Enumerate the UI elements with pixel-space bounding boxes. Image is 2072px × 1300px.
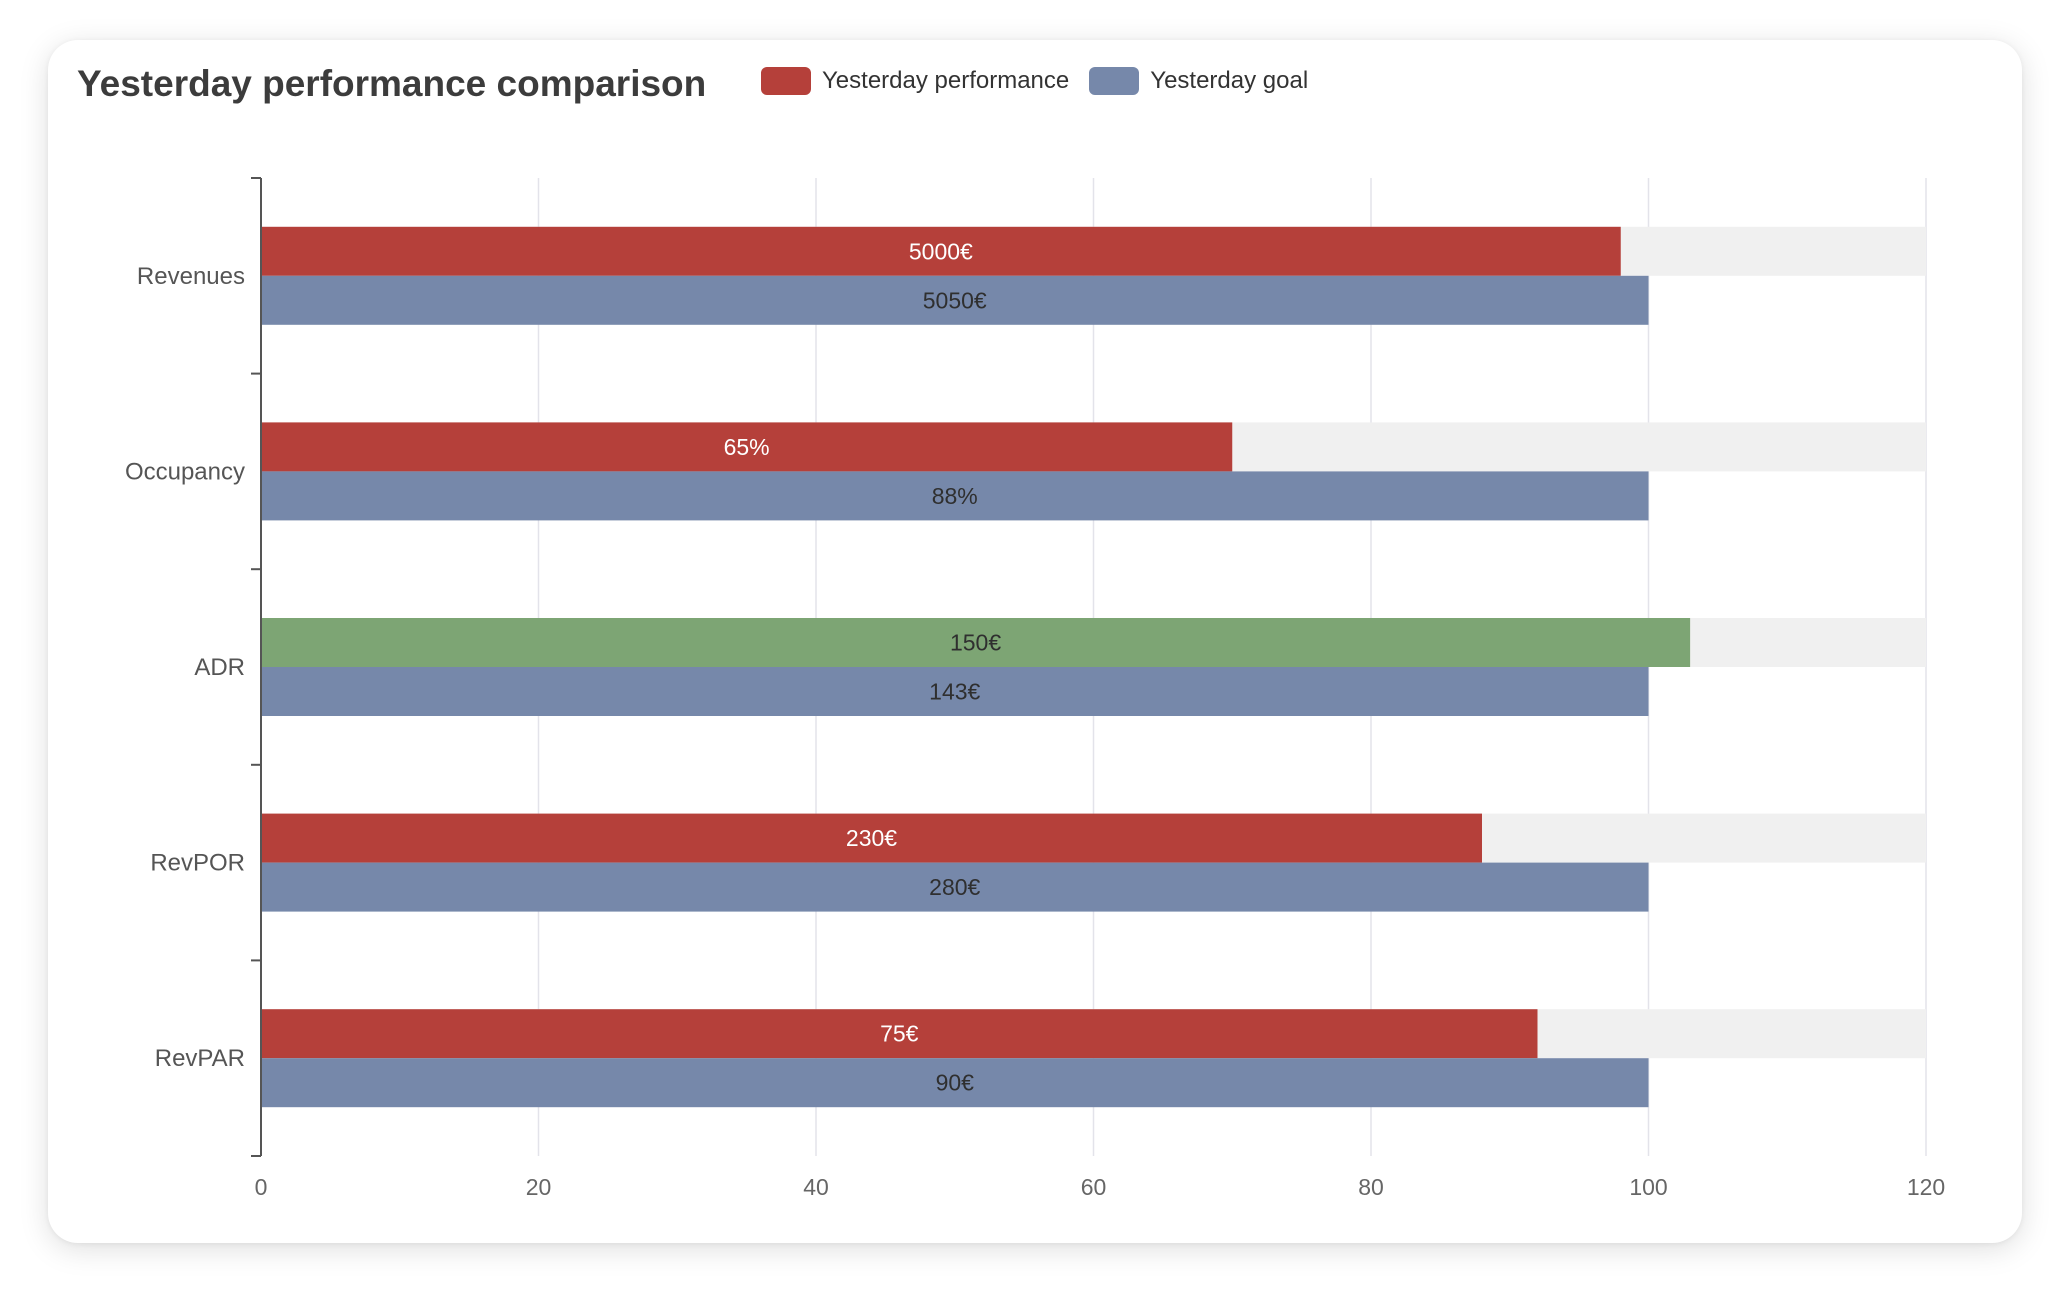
y-category-label: RevPAR	[155, 1045, 245, 1072]
bar-label-goal: 88%	[932, 483, 978, 509]
bar-label-performance: 230€	[846, 825, 897, 851]
bar-label-performance: 75€	[880, 1021, 919, 1047]
legend-item-goal[interactable]: Yesterday goal	[1089, 67, 1308, 95]
y-category-label: RevPOR	[150, 850, 245, 877]
x-tick-label: 0	[255, 1174, 268, 1200]
bar-performance	[261, 226, 1621, 276]
bar-label-goal: 280€	[929, 874, 980, 900]
x-tick-label: 20	[526, 1174, 552, 1200]
x-tick-label: 80	[1358, 1174, 1384, 1200]
bar-label-performance: 150€	[950, 630, 1001, 656]
y-category-label: Occupancy	[125, 458, 245, 485]
bar-goal	[261, 862, 1649, 912]
x-tick-label: 100	[1629, 1174, 1667, 1200]
legend-label-goal: Yesterday goal	[1150, 67, 1309, 94]
legend-swatch-goal	[1089, 67, 1140, 95]
legend-swatch-performance	[761, 67, 811, 95]
bar-label-goal: 5050€	[923, 287, 987, 313]
bar-goal	[261, 1058, 1649, 1108]
y-category-label: Revenues	[137, 263, 245, 290]
x-tick-label: 40	[803, 1174, 829, 1200]
bar-label-performance: 5000€	[909, 238, 973, 264]
bar-performance	[261, 618, 1691, 667]
y-category-label: ADR	[194, 654, 245, 681]
x-tick-label: 120	[1907, 1174, 1945, 1200]
x-tick-label: 60	[1081, 1174, 1107, 1200]
chart-title: Yesterday performance comparison	[77, 63, 707, 104]
bar-label-goal: 90€	[936, 1070, 975, 1096]
legend-label-performance: Yesterday performance	[822, 67, 1070, 94]
bar-label-performance: 65%	[724, 434, 770, 460]
bar-goal	[261, 275, 1649, 325]
legend-item-performance[interactable]: Yesterday performance	[761, 67, 1069, 95]
bar-performance	[261, 422, 1233, 472]
chart-legend: Yesterday performance Yesterday goal	[761, 64, 1328, 98]
bar-label-goal: 143€	[929, 679, 980, 705]
bar-performance	[261, 1009, 1538, 1059]
bar-goal	[261, 667, 1649, 716]
bar-performance	[261, 813, 1482, 863]
bar-goal	[261, 471, 1649, 521]
